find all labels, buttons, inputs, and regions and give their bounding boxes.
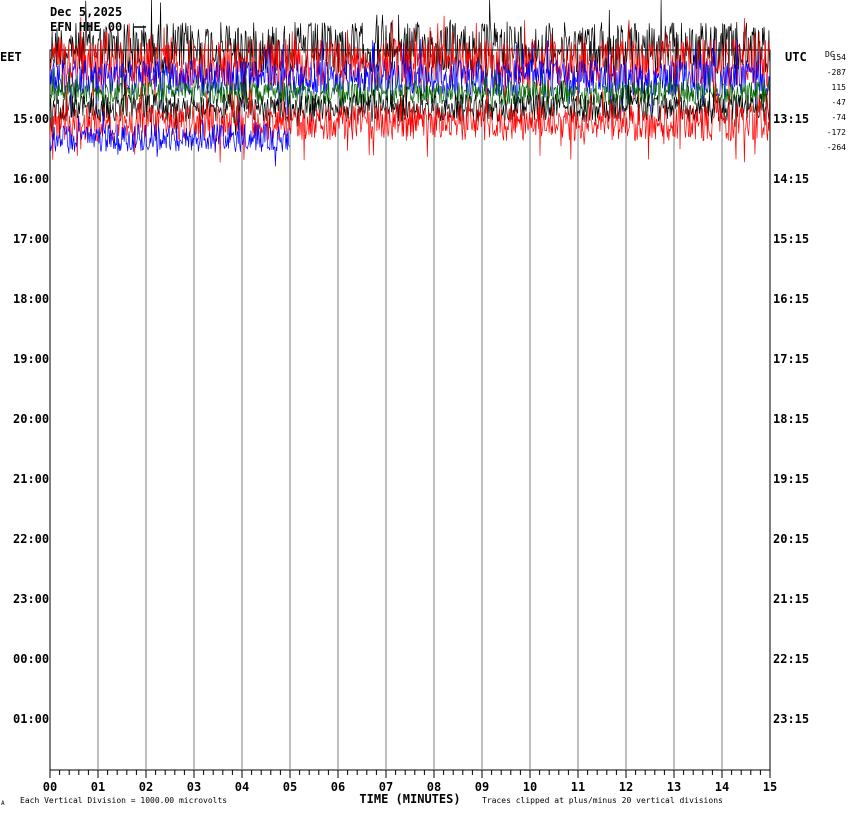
x-tick-label: 04: [235, 780, 249, 794]
right-time-label: 16:15: [773, 292, 809, 306]
left-time-label: 23:00: [13, 592, 49, 606]
right-time-label: 13:15: [773, 112, 809, 126]
footer-scale-note: Each Vertical Division = 1000.00 microvo…: [20, 796, 227, 805]
right-time-label: 23:15: [773, 712, 809, 726]
footer-clip-note: Traces clipped at plus/minus 20 vertical…: [482, 796, 723, 805]
left-time-label: 15:00: [13, 112, 49, 126]
dc-offset-value: -47: [832, 98, 847, 107]
left-time-label: 16:00: [13, 172, 49, 186]
x-tick-label: 00: [43, 780, 57, 794]
x-tick-label: 06: [331, 780, 345, 794]
dc-offset-value: -287: [827, 68, 846, 77]
left-time-label: 20:00: [13, 412, 49, 426]
right-time-label: 22:15: [773, 652, 809, 666]
x-axis-title: TIME (MINUTES): [359, 792, 460, 806]
left-time-label: 00:00: [13, 652, 49, 666]
trace-line: [49, 83, 770, 163]
dc-offset-value: -74: [832, 113, 847, 122]
x-tick-label: 05: [283, 780, 297, 794]
x-tick-label: 08: [427, 780, 441, 794]
x-axis: 00 01 02 03 04 05 06 07 08 09 10 11 12 13 14 15: [43, 770, 777, 794]
corner-mark: A: [1, 800, 5, 807]
x-tick-label: 03: [187, 780, 201, 794]
right-time-labels: 13:15 14:15 15:15 16:15 17:15 18:15 19:15 20:15…: [773, 112, 809, 726]
x-tick-label: 02: [139, 780, 153, 794]
left-time-label: 21:00: [13, 472, 49, 486]
right-time-label: 15:15: [773, 232, 809, 246]
x-tick-label: 07: [379, 780, 393, 794]
trace-line: [49, 67, 770, 120]
header-station: EFN HHE 00: [50, 20, 122, 34]
left-time-labels: 15:00 16:00 17:00 18:00 19:00 20:00 21:00 22:00…: [13, 112, 49, 726]
right-timezone-label: UTC: [785, 50, 807, 64]
left-time-label: 19:00: [13, 352, 49, 366]
plot-frame: [49, 49, 771, 771]
dc-offsets: 154 -287 115 -47 -74 -172 -264: [827, 53, 846, 152]
left-timezone-label: EET: [0, 50, 22, 64]
right-time-label: 20:15: [773, 532, 809, 546]
right-time-label: 18:15: [773, 412, 809, 426]
left-time-label: 22:00: [13, 532, 49, 546]
dc-offset-value: -264: [827, 143, 846, 152]
x-tick-label: 13: [667, 780, 681, 794]
x-tick-label: 01: [91, 780, 105, 794]
x-tick-label: 11: [571, 780, 585, 794]
x-tick-label: 12: [619, 780, 633, 794]
x-tick-label: 09: [475, 780, 489, 794]
x-tick-label: 15: [763, 780, 777, 794]
right-time-label: 14:15: [773, 172, 809, 186]
right-time-label: 19:15: [773, 472, 809, 486]
left-time-label: 18:00: [13, 292, 49, 306]
vertical-grid: [97, 50, 723, 770]
trace-line: [49, 39, 770, 118]
left-time-label: 17:00: [13, 232, 49, 246]
left-time-label: 01:00: [13, 712, 49, 726]
x-tick-label: 10: [523, 780, 537, 794]
dc-offset-value: 154: [832, 53, 847, 62]
right-time-label: 21:15: [773, 592, 809, 606]
right-time-label: 17:15: [773, 352, 809, 366]
x-tick-label: 14: [715, 780, 729, 794]
header-date: Dec 5,2025: [50, 5, 122, 19]
trace-line: [49, 110, 290, 167]
seismic-traces: [49, 0, 770, 167]
dc-offset-value: 115: [832, 83, 847, 92]
dc-label: DC: [825, 50, 835, 59]
dc-offset-value: -172: [827, 128, 846, 137]
